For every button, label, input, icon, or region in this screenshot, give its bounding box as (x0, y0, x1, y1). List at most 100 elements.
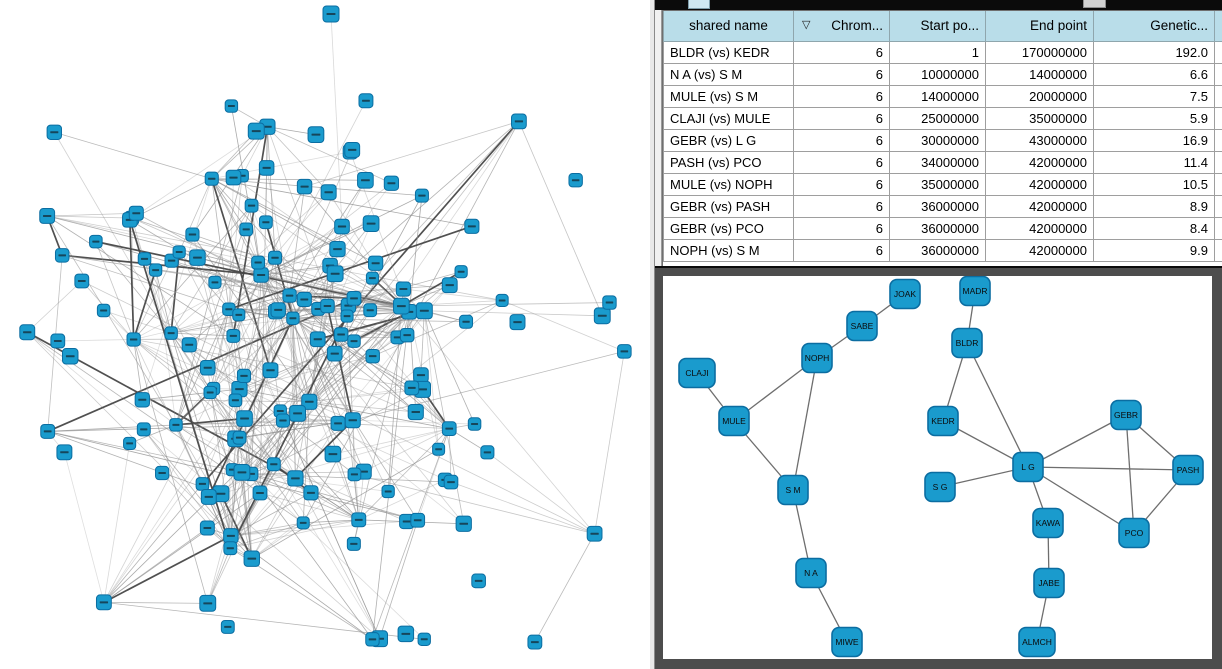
cell-shared-name[interactable]: BLDR (vs) KEDR (663, 40, 794, 64)
node-miwe[interactable]: MIWE (831, 626, 863, 658)
network-node[interactable] (347, 334, 361, 348)
network-node[interactable] (365, 271, 379, 285)
network-node[interactable] (415, 302, 433, 320)
network-node[interactable] (568, 173, 583, 188)
node-kawa[interactable]: KAWA (1032, 507, 1064, 539)
node-shape[interactable] (1033, 567, 1065, 599)
node-jabe[interactable]: JABE (1033, 567, 1065, 599)
network-node[interactable] (195, 477, 210, 491)
network-node[interactable] (441, 277, 458, 294)
network-node[interactable] (464, 218, 480, 234)
cell-value[interactable]: 43000000 (985, 128, 1094, 152)
node-shape[interactable] (927, 405, 959, 437)
cell-shared-name[interactable]: CLAJI (vs) MULE (663, 106, 794, 130)
network-node[interactable] (54, 248, 70, 263)
cell-value[interactable]: 10000000 (889, 62, 986, 86)
cell-value[interactable]: 6 (793, 172, 890, 196)
network-node[interactable] (320, 184, 337, 201)
network-node[interactable] (270, 302, 286, 318)
node-shape[interactable] (889, 278, 921, 310)
cell-value[interactable]: 192.0 (1093, 40, 1215, 64)
table-row[interactable]: MULE (vs) S M 6 14000000 20000000 7.5 (663, 84, 1222, 108)
cell-value[interactable]: 6 (793, 238, 890, 262)
network-node[interactable] (39, 208, 56, 224)
network-node[interactable] (123, 436, 137, 450)
table-row[interactable]: NOPH (vs) S M 6 36000000 42000000 9.9 (663, 238, 1222, 262)
subnetwork-edge[interactable] (1125, 414, 1135, 534)
subnetwork-edge[interactable] (1027, 466, 1135, 534)
network-node[interactable] (367, 255, 384, 271)
network-node[interactable] (344, 141, 361, 158)
network-node[interactable] (307, 126, 325, 143)
subnetwork-edge[interactable] (966, 342, 1029, 468)
network-node[interactable] (301, 393, 318, 410)
cell-value[interactable]: 42000000 (985, 150, 1094, 174)
node-shape[interactable] (795, 557, 827, 589)
cell-value[interactable]: 42000000 (985, 172, 1094, 196)
node-shape[interactable] (777, 474, 809, 506)
cell-value[interactable]: 170000000 (985, 40, 1094, 64)
network-node[interactable] (340, 309, 354, 323)
node-s-m[interactable]: S M (777, 474, 809, 506)
node-s-g[interactable]: S G (924, 471, 956, 503)
network-node[interactable] (414, 188, 429, 203)
network-node[interactable] (126, 332, 141, 347)
node-shape[interactable] (951, 327, 983, 359)
network-node[interactable] (247, 122, 265, 140)
network-node[interactable] (395, 281, 412, 297)
cell-value[interactable]: 14000000 (889, 84, 986, 108)
network-node[interactable] (203, 385, 217, 400)
node-shape[interactable] (1172, 454, 1204, 486)
network-node[interactable] (296, 516, 310, 530)
network-node[interactable] (253, 267, 269, 283)
column-header-genetic[interactable]: Genetic... (1093, 11, 1215, 42)
network-node[interactable] (287, 470, 304, 487)
network-node[interactable] (169, 418, 183, 432)
cell-value[interactable]: 7.5 (1093, 84, 1215, 108)
sort-indicator-icon[interactable]: ▽ (802, 19, 811, 32)
network-node[interactable] (296, 178, 313, 195)
network-node[interactable] (262, 362, 279, 379)
table-row[interactable]: GEBR (vs) L G 6 30000000 43000000 16.9 (663, 128, 1222, 152)
node-gebr[interactable]: GEBR (1110, 399, 1142, 431)
network-node[interactable] (56, 444, 73, 461)
network-node[interactable] (95, 594, 112, 611)
network-node[interactable] (454, 265, 468, 279)
node-shape[interactable] (959, 276, 991, 307)
cell-value[interactable]: 10.5 (1093, 172, 1215, 196)
network-node[interactable] (383, 175, 400, 191)
cell-value[interactable]: 6 (793, 62, 890, 86)
column-header-start-position[interactable]: Start po... (889, 11, 986, 42)
network-node[interactable] (471, 573, 486, 589)
network-node[interactable] (136, 422, 151, 437)
network-node[interactable] (309, 331, 326, 348)
network-node[interactable] (334, 218, 350, 235)
cell-value[interactable]: 36000000 (889, 238, 986, 262)
cell-value[interactable]: 42000000 (985, 194, 1094, 218)
network-node[interactable] (363, 303, 378, 318)
network-node[interactable] (326, 345, 343, 362)
subnetwork-edge[interactable] (792, 357, 818, 491)
network-node[interactable] (226, 328, 241, 343)
node-claji[interactable]: CLAJI (678, 357, 716, 389)
node-shape[interactable] (1032, 507, 1064, 539)
network-node[interactable] (258, 160, 275, 176)
node-shape[interactable] (1110, 399, 1142, 431)
node-mule[interactable]: MULE (718, 405, 750, 437)
node-pco[interactable]: PCO (1118, 517, 1150, 549)
network-node[interactable] (399, 327, 415, 343)
network-node[interactable] (417, 632, 431, 646)
cell-value[interactable]: 30000000 (889, 128, 986, 152)
network-node[interactable] (251, 255, 266, 270)
node-almch[interactable]: ALMCH (1018, 626, 1056, 658)
cell-shared-name[interactable]: GEBR (vs) L G (663, 128, 794, 152)
network-node[interactable] (236, 368, 252, 383)
network-node[interactable] (467, 417, 482, 431)
network-node[interactable] (223, 541, 238, 556)
cell-shared-name[interactable]: NOPH (vs) S M (663, 238, 794, 262)
network-node[interactable] (46, 124, 62, 140)
network-node[interactable] (365, 632, 380, 647)
cell-value[interactable]: 42000000 (985, 238, 1094, 262)
node-shape[interactable] (801, 342, 833, 374)
network-node[interactable] (397, 625, 415, 643)
